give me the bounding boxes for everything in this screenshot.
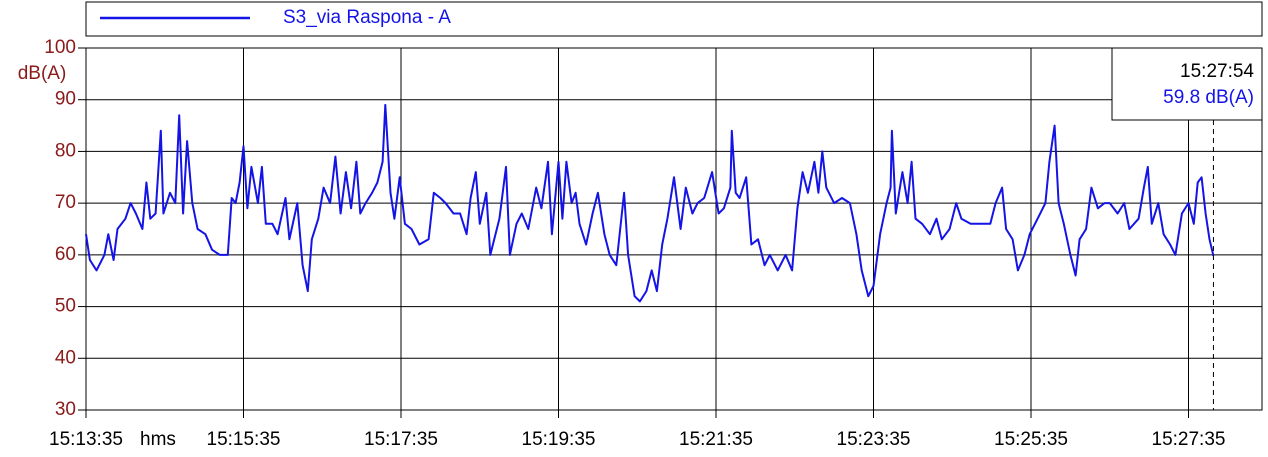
y-tick-label: 30 bbox=[55, 399, 76, 420]
y-tick-label: 80 bbox=[55, 140, 76, 161]
y-tick-label: 60 bbox=[55, 244, 76, 265]
legend-box bbox=[85, 1, 1263, 37]
x-tick-label: 15:17:35 bbox=[364, 429, 438, 450]
x-tick-label: 15:19:35 bbox=[522, 429, 596, 450]
y-tick-label: 100 bbox=[44, 37, 76, 58]
x-tick-label: 15:21:35 bbox=[679, 429, 753, 450]
legend-label: S3_via Raspona - A bbox=[283, 7, 451, 28]
x-tick-label: 15:13:35 bbox=[49, 429, 123, 450]
y-tick-label: 70 bbox=[55, 192, 76, 213]
x-tick-label: 15:15:35 bbox=[207, 429, 281, 450]
y-tick-label: 50 bbox=[55, 296, 76, 317]
data-line bbox=[85, 103, 1215, 303]
x-tick-label: 15:25:35 bbox=[994, 429, 1068, 450]
y-tick-label: 90 bbox=[55, 89, 76, 110]
y-tick-label: 40 bbox=[55, 347, 76, 368]
x-tick-label: 15:23:35 bbox=[837, 429, 911, 450]
x-tick-label: 15:27:35 bbox=[1152, 429, 1226, 450]
y-axis-label: dB(A) bbox=[18, 63, 67, 84]
cursor-time: 15:27:54 bbox=[1180, 61, 1254, 82]
cursor-value: 59.8 dB(A) bbox=[1163, 87, 1254, 108]
cursor-box bbox=[1111, 47, 1263, 121]
x-axis-unit: hms bbox=[140, 429, 176, 450]
